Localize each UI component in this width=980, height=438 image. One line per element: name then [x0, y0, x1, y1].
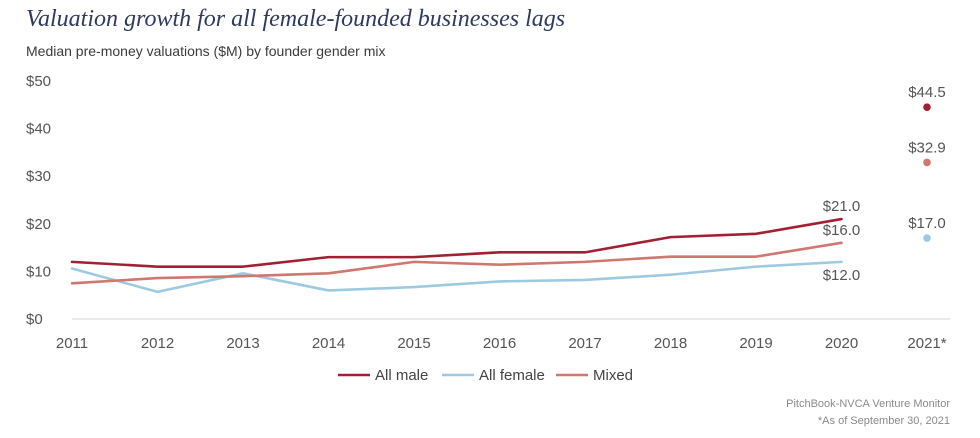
source-note: PitchBook-NVCA Venture Monitor *As of Se…	[786, 396, 950, 430]
data-label-mixed-2020: $16.0	[823, 222, 861, 239]
y-tick-label: $0	[26, 311, 43, 328]
footnote-text: *As of September 30, 2021	[817, 415, 950, 427]
source-text: PitchBook-NVCA Venture Monitor	[786, 398, 950, 410]
point-2021-all-female	[923, 234, 931, 242]
x-tick-label: 2017	[568, 335, 601, 352]
point-2021-all-male	[923, 103, 931, 111]
data-label-all-female-2021: $17.0	[908, 215, 946, 232]
series-line-mixed	[70, 241, 843, 285]
x-tick-label: 2018	[654, 335, 687, 352]
y-tick-label: $20	[26, 216, 51, 233]
x-tick-label: 2016	[483, 335, 516, 352]
y-tick-label: $30	[26, 168, 51, 185]
series-line-all-female	[70, 260, 843, 294]
x-tick-label: 2015	[397, 335, 430, 352]
chart-title: Valuation growth for all female-founded …	[26, 6, 566, 32]
data-label-mixed-2021: $32.9	[908, 139, 946, 156]
legend-label-mixed: Mixed	[593, 367, 633, 384]
x-tick-label: 2013	[226, 335, 259, 352]
series-line-all-male	[70, 217, 843, 268]
x-tick-label: 2021*	[907, 335, 946, 352]
chart-subtitle: Median pre-money valuations ($M) by foun…	[26, 43, 386, 59]
data-label-all-female-2020: $12.0	[823, 267, 861, 284]
legend-label-all-male: All male	[375, 367, 428, 384]
x-tick-label: 2019	[739, 335, 772, 352]
x-tick-label: 2014	[312, 335, 345, 352]
x-tick-label: 2020	[825, 335, 858, 352]
data-label-all-male-2021: $44.5	[908, 84, 946, 101]
point-2021-mixed	[923, 158, 931, 167]
data-label-all-male-2020: $21.0	[823, 198, 861, 215]
line-chart: $0 $10 $20 $30 $40 $50 2011 2012 2013 2014 2015 201…	[26, 73, 950, 384]
y-tick-label: $50	[26, 73, 51, 90]
y-tick-label: $10	[26, 263, 51, 280]
y-tick-label: $40	[26, 121, 51, 138]
legend-label-all-female: All female	[479, 367, 545, 384]
x-tick-label: 2012	[141, 335, 174, 352]
x-tick-label: 2011	[56, 335, 88, 352]
